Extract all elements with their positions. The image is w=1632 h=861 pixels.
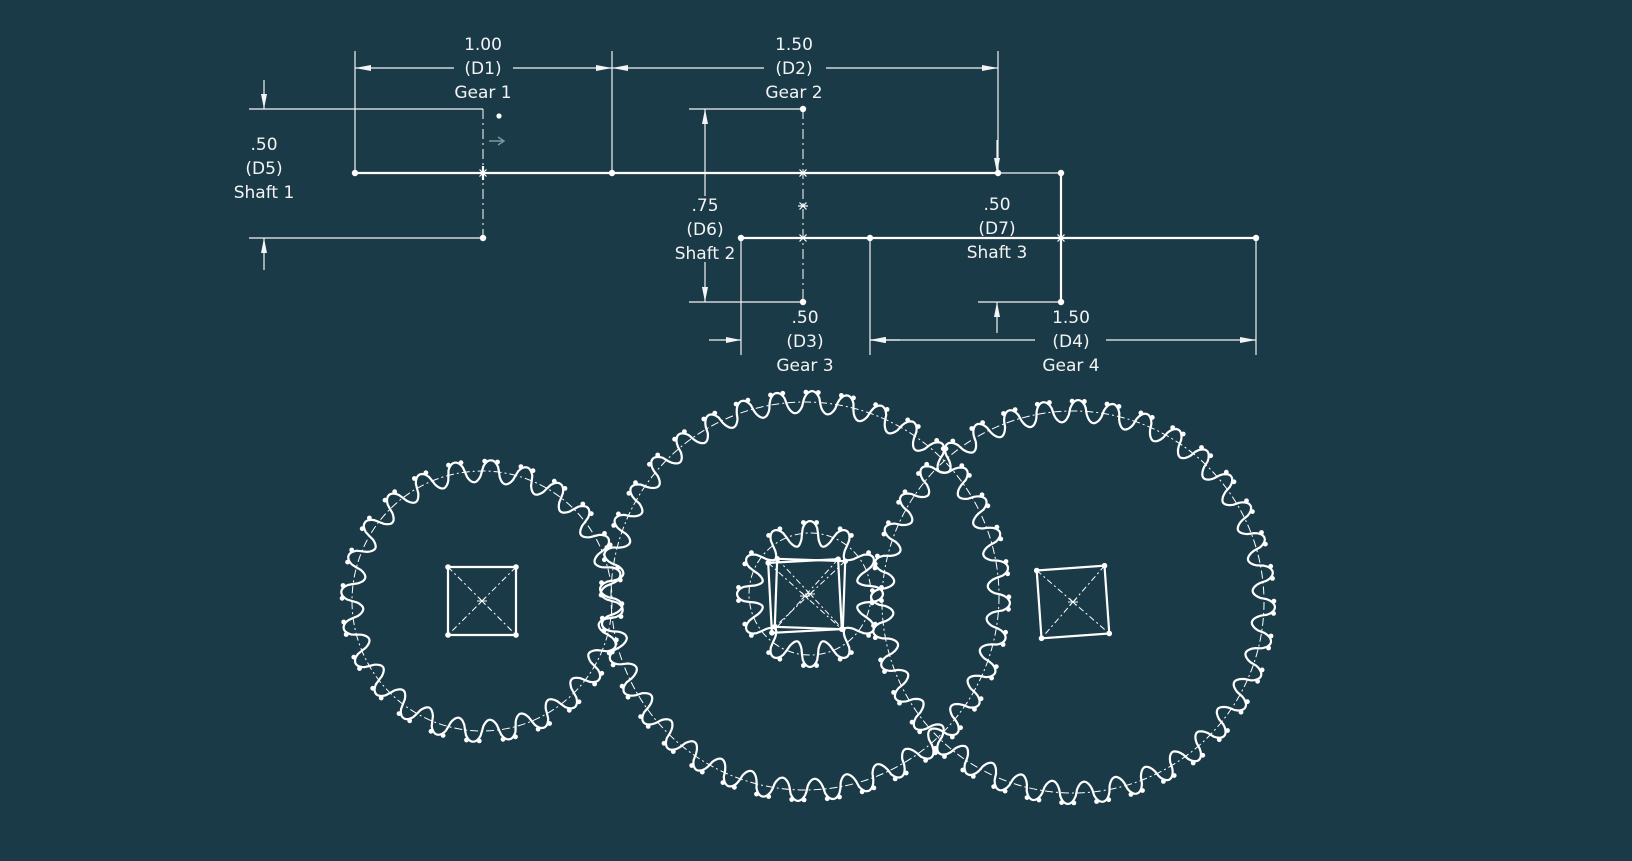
sketch-point	[765, 560, 771, 566]
center-star-icon	[798, 202, 808, 210]
d5-code[interactable]: (D5)	[245, 159, 282, 179]
sketch-point	[513, 564, 519, 570]
arrowhead	[261, 94, 267, 109]
d5-value[interactable]: .50	[250, 135, 277, 155]
d7-value[interactable]: .50	[983, 195, 1010, 215]
dimension-labels: 1.00 (D1) Gear 1 1.50 (D2) Gear 2 .50 (D…	[234, 35, 1100, 376]
d2-code[interactable]: (D2)	[775, 59, 812, 79]
d4-label[interactable]: Gear 4	[1042, 356, 1099, 376]
sketch-point	[496, 113, 502, 119]
sketch-point	[799, 105, 807, 113]
sketch-point	[1057, 298, 1065, 306]
dimension-lines	[261, 65, 1256, 343]
d7-label[interactable]: Shaft 3	[967, 243, 1028, 263]
gear-3-tooth-points	[736, 520, 884, 668]
bore-diagonal	[1041, 565, 1105, 639]
bore-diagonal	[447, 566, 517, 636]
arrowhead	[994, 158, 1000, 173]
sketch-point	[842, 558, 848, 564]
gear-2-pitch-circle	[610, 401, 1000, 791]
center-star-icon	[1068, 598, 1078, 606]
sketch-point	[1101, 562, 1108, 569]
sketch-point	[737, 234, 745, 242]
bore-diagonal	[776, 558, 844, 630]
sketch-point	[1106, 630, 1113, 637]
sketch-point	[799, 298, 807, 306]
gear-4-tooth-points	[869, 398, 1277, 806]
arrowhead	[612, 65, 628, 71]
d5-label[interactable]: Shaft 1	[234, 183, 295, 203]
sketch-point	[1038, 635, 1045, 642]
gear-train-layout-scheme: 1.00 (D1) Gear 1 1.50 (D2) Gear 2 .50 (D…	[234, 35, 1260, 376]
d1-label[interactable]: Gear 1	[454, 83, 511, 103]
sketch-point	[772, 624, 778, 630]
d3-value[interactable]: .50	[791, 308, 818, 328]
center-star-icon	[478, 169, 488, 177]
arrowhead	[982, 65, 998, 71]
gear-1-tooth-profile	[340, 459, 624, 743]
center-star-icon	[798, 234, 808, 242]
arrowhead	[870, 337, 886, 343]
sketch-point	[513, 632, 519, 638]
center-star-icon	[798, 169, 808, 177]
arrowhead	[261, 238, 267, 253]
sketch-point	[1252, 234, 1260, 242]
sketch-point	[479, 234, 487, 242]
sketch-point	[840, 626, 846, 632]
sketch-points	[351, 105, 1260, 306]
relation-arrow-icon	[489, 136, 506, 146]
gear-2[interactable]	[598, 389, 1012, 803]
bore-diagonal	[447, 566, 517, 636]
arrowhead	[994, 302, 1000, 317]
d6-code[interactable]: (D6)	[686, 220, 723, 240]
sketch-point	[1033, 567, 1040, 574]
gear-2-tooth-profile	[598, 389, 1012, 803]
arrowhead	[726, 337, 741, 343]
arrowhead	[1240, 337, 1256, 343]
sketch-point	[445, 632, 451, 638]
sketch-point	[608, 169, 616, 177]
gear-profiles	[339, 389, 1277, 806]
bore-diagonal	[767, 562, 843, 630]
sketch-point	[769, 630, 775, 636]
d6-value[interactable]: .75	[691, 196, 718, 216]
d4-code[interactable]: (D4)	[1052, 332, 1089, 352]
d4-value[interactable]: 1.50	[1052, 308, 1090, 328]
center-star-icon	[805, 590, 815, 598]
arrowhead	[702, 109, 708, 124]
d3-code[interactable]: (D3)	[786, 332, 823, 352]
d2-label[interactable]: Gear 2	[765, 83, 822, 103]
arrowhead	[702, 287, 708, 302]
bore-diagonal	[771, 558, 839, 634]
arrowhead	[596, 65, 612, 71]
sketch-point	[866, 234, 874, 242]
gear-4-pitch-circle	[881, 410, 1265, 794]
sketch-point	[774, 556, 780, 562]
extension-lines	[249, 51, 1257, 355]
d2-value[interactable]: 1.50	[775, 35, 813, 55]
arrowhead	[355, 65, 371, 71]
d6-label[interactable]: Shaft 2	[675, 244, 736, 264]
sketch-point	[994, 169, 1002, 177]
gear-2-tooth-points	[598, 389, 1012, 803]
d1-value[interactable]: 1.00	[464, 35, 502, 55]
bore-diagonal	[1036, 570, 1110, 634]
sketch-point	[445, 564, 451, 570]
center-marks	[478, 169, 1066, 242]
d3-label[interactable]: Gear 3	[776, 356, 833, 376]
sketch-point	[351, 169, 359, 177]
gear-3-tooth-profile	[735, 519, 885, 669]
bore-diagonal	[774, 560, 846, 628]
center-star-icon	[477, 597, 487, 605]
gear-4[interactable]	[869, 398, 1277, 806]
sketch-point	[1057, 169, 1065, 177]
d7-code[interactable]: (D7)	[978, 219, 1015, 239]
gear-1-pitch-circle	[351, 470, 613, 732]
center-star-icon	[1056, 234, 1066, 242]
d1-code[interactable]: (D1)	[464, 59, 501, 79]
